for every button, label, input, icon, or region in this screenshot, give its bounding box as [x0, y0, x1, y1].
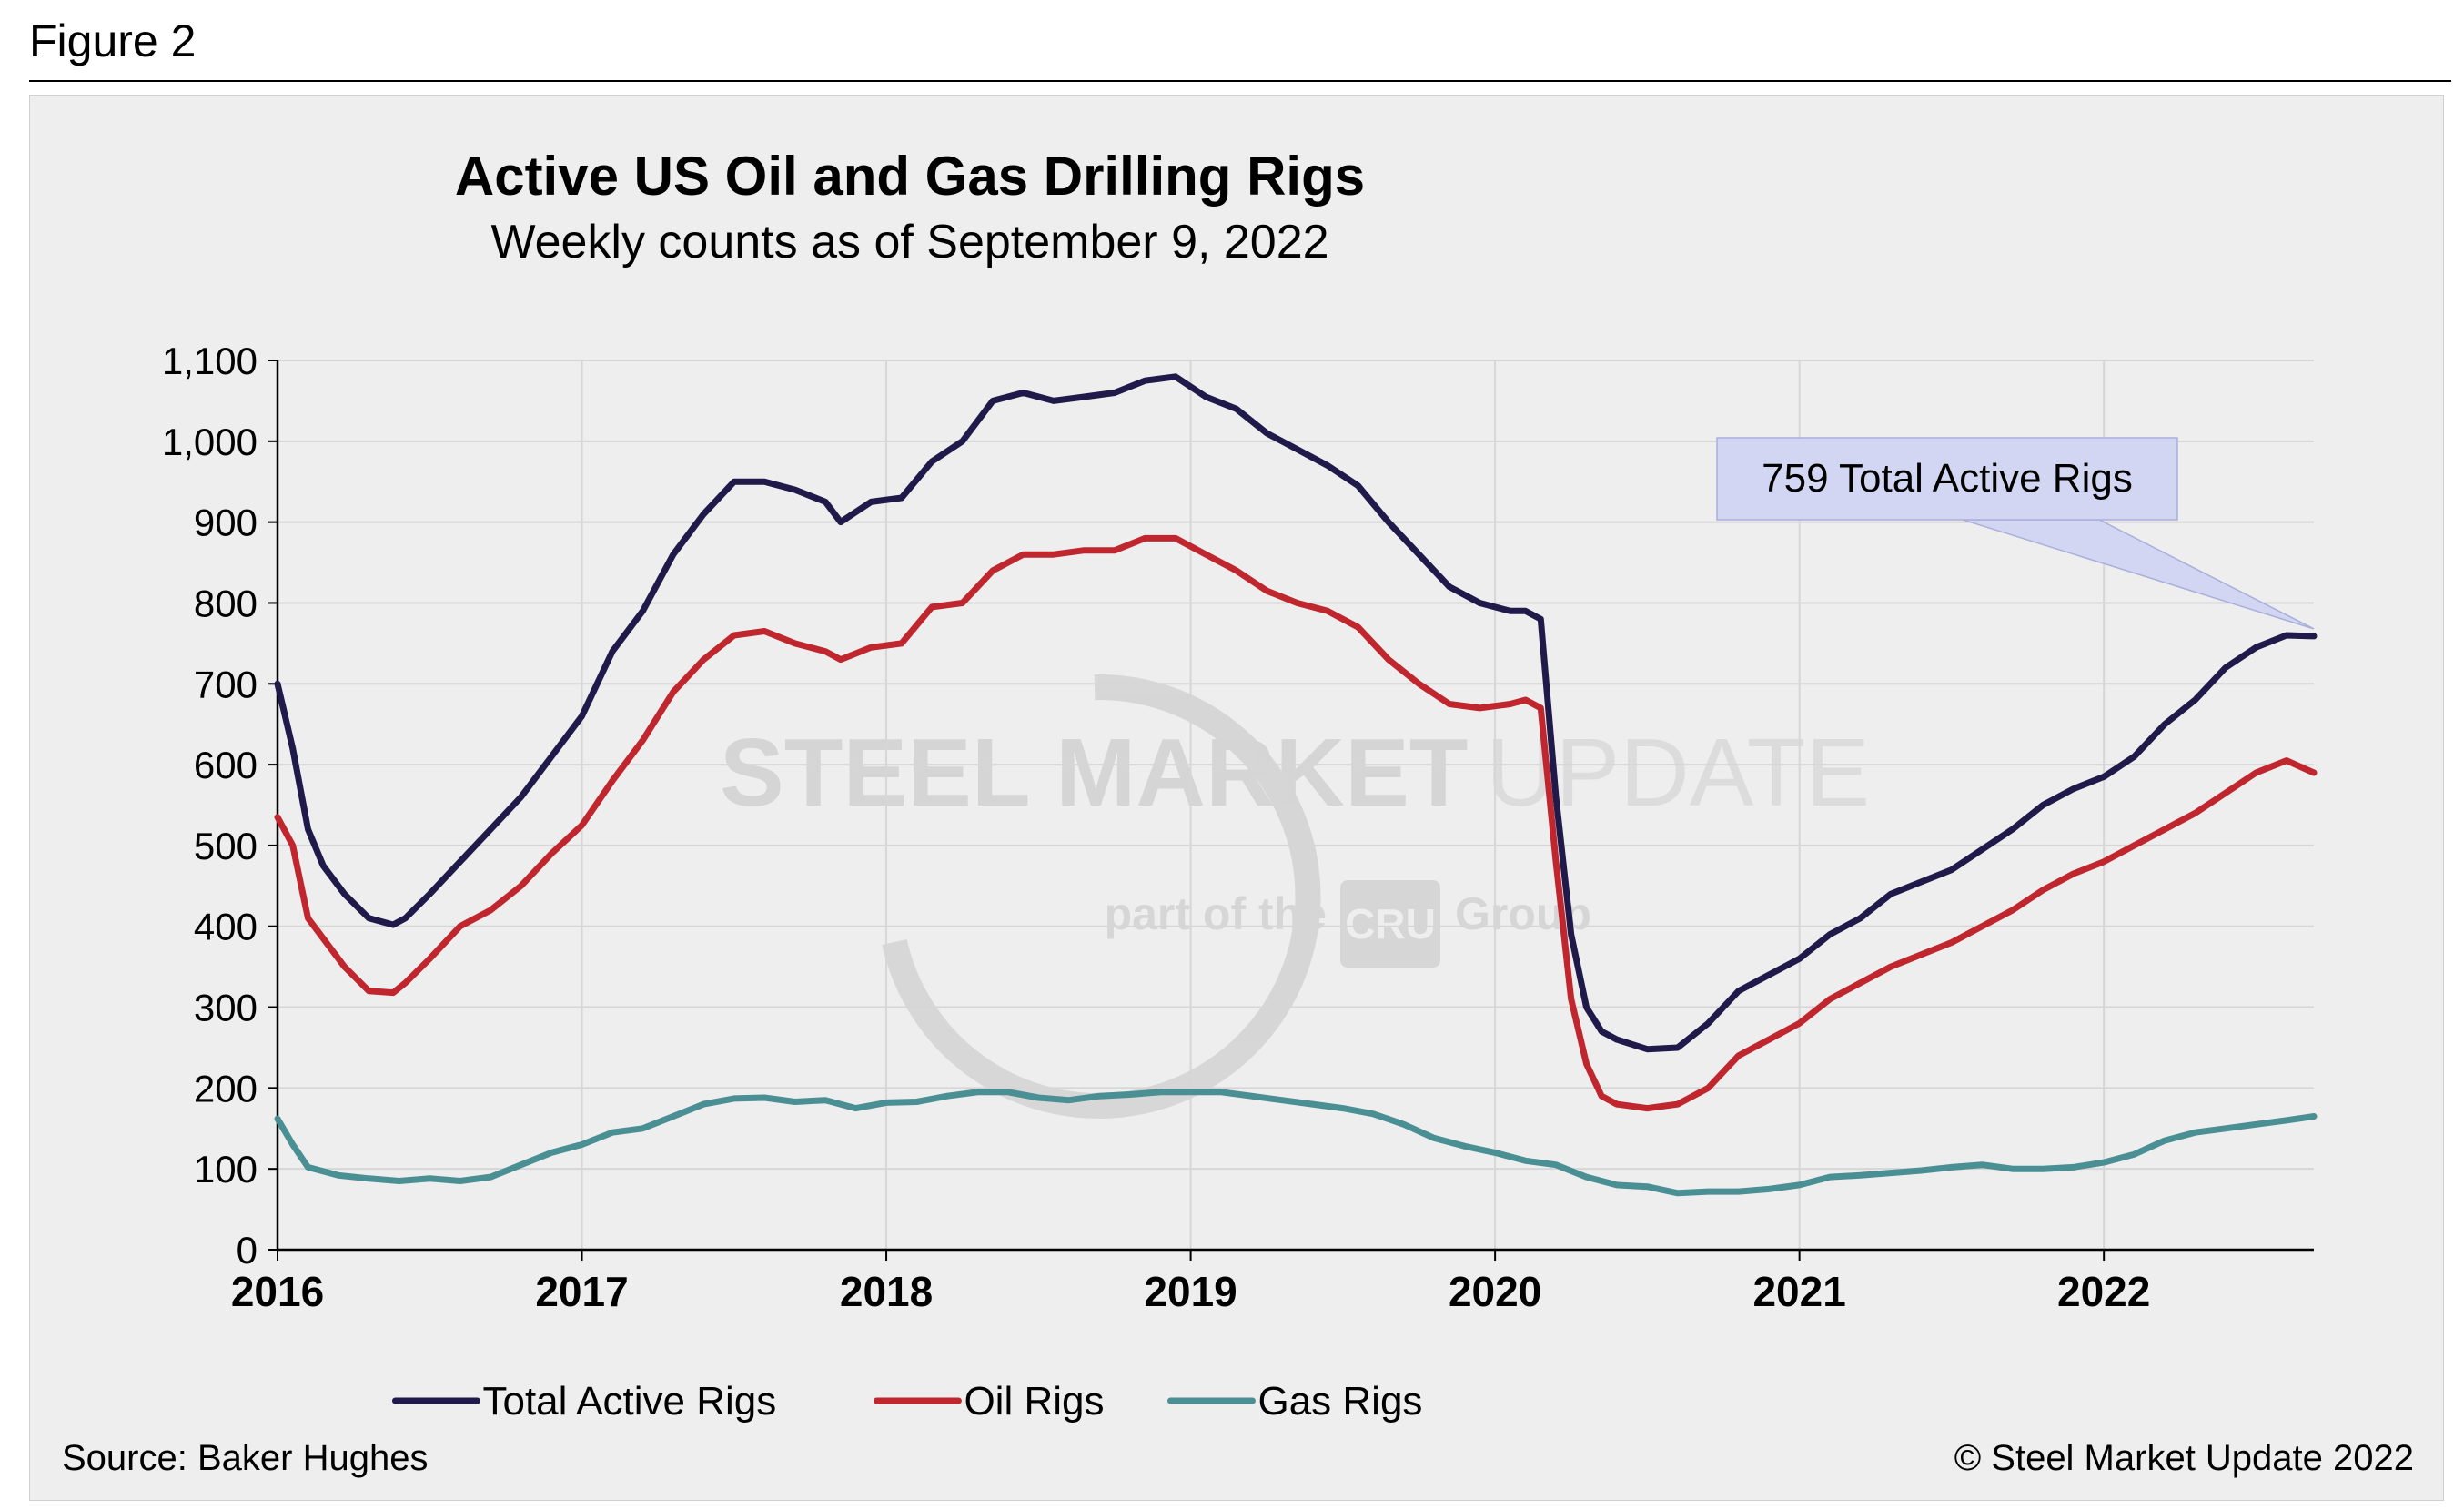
x-tick-label: 2022: [2057, 1268, 2150, 1315]
x-tick-label: 2016: [231, 1268, 324, 1315]
callout-box: [1716, 437, 2178, 521]
legend-label-total-active-rigs: Total Active Rigs: [482, 1379, 776, 1424]
y-tick-label: 200: [194, 1067, 258, 1110]
y-tick-label: 600: [194, 744, 258, 786]
watermark: STEEL MARKET UPDATE part of the CRU Grou…: [720, 674, 1870, 1119]
copyright-text: © Steel Market Update 2022: [1954, 1438, 2414, 1478]
y-tick-label: 1,000: [162, 421, 258, 463]
x-tick-label: 2020: [1449, 1268, 1541, 1315]
y-tick-label: 500: [194, 825, 258, 867]
x-tick-label: 2021: [1752, 1268, 1845, 1315]
figure-rule: [29, 80, 2451, 82]
watermark-swoosh: [882, 674, 1321, 1119]
watermark-sub-left: part of the: [1105, 888, 1327, 939]
chart-title: Active US Oil and Gas Drilling Rigs: [455, 146, 1365, 207]
watermark-logo-text: CRU: [1345, 900, 1436, 948]
source-text: Source: Baker Hughes: [62, 1438, 428, 1478]
legend-label-gas-rigs: Gas Rigs: [1257, 1379, 1422, 1424]
callout-text: 759 Total Active Rigs: [1762, 456, 2133, 501]
y-tick-label: 1,100: [162, 339, 258, 382]
legend: Total Active Rigs Oil Rigs Gas Rigs: [391, 1379, 1422, 1424]
y-tick-label: 300: [194, 987, 258, 1029]
y-tick-label: 100: [194, 1148, 258, 1191]
figure-label: Figure 2: [29, 15, 197, 66]
axes: [268, 360, 2314, 1261]
watermark-main-bold: STEEL MARKET: [720, 719, 1469, 826]
x-tick-labels: 2016 2017 2018 2019 2020 2021 2022: [231, 1268, 2151, 1315]
callout-pointer: [1962, 519, 2315, 630]
series-line-oil-rigs: [274, 534, 2318, 1112]
x-tick-label: 2019: [1144, 1268, 1237, 1315]
callout: 759 Total Active Rigs: [1716, 437, 2315, 630]
y-tick-label: 700: [194, 663, 258, 705]
series-line-gas-rigs: [274, 1089, 2318, 1197]
y-tick-label: 0: [237, 1229, 258, 1272]
chart-canvas: STEEL MARKET UPDATE part of the CRU Grou…: [62, 146, 2414, 1478]
chart-subtitle: Weekly counts as of September 9, 2022: [490, 216, 1328, 269]
legend-label-oil-rigs: Oil Rigs: [964, 1379, 1104, 1424]
series-line-total-active-rigs: [274, 373, 2318, 1053]
x-tick-label: 2018: [840, 1268, 933, 1315]
y-tick-label: 400: [194, 906, 258, 948]
y-tick-label: 900: [194, 502, 258, 544]
y-tick-label: 800: [194, 582, 258, 624]
watermark-logo-box: [1340, 880, 1440, 968]
x-tick-label: 2017: [535, 1268, 628, 1315]
series-lines: [274, 373, 2318, 1197]
y-tick-labels: 0 100 200 300 400 500 600 700 800 900 1,000 1,100: [162, 339, 258, 1272]
chart-panel: STEEL MARKET UPDATE part of the CRU Grou…: [29, 95, 2444, 1501]
